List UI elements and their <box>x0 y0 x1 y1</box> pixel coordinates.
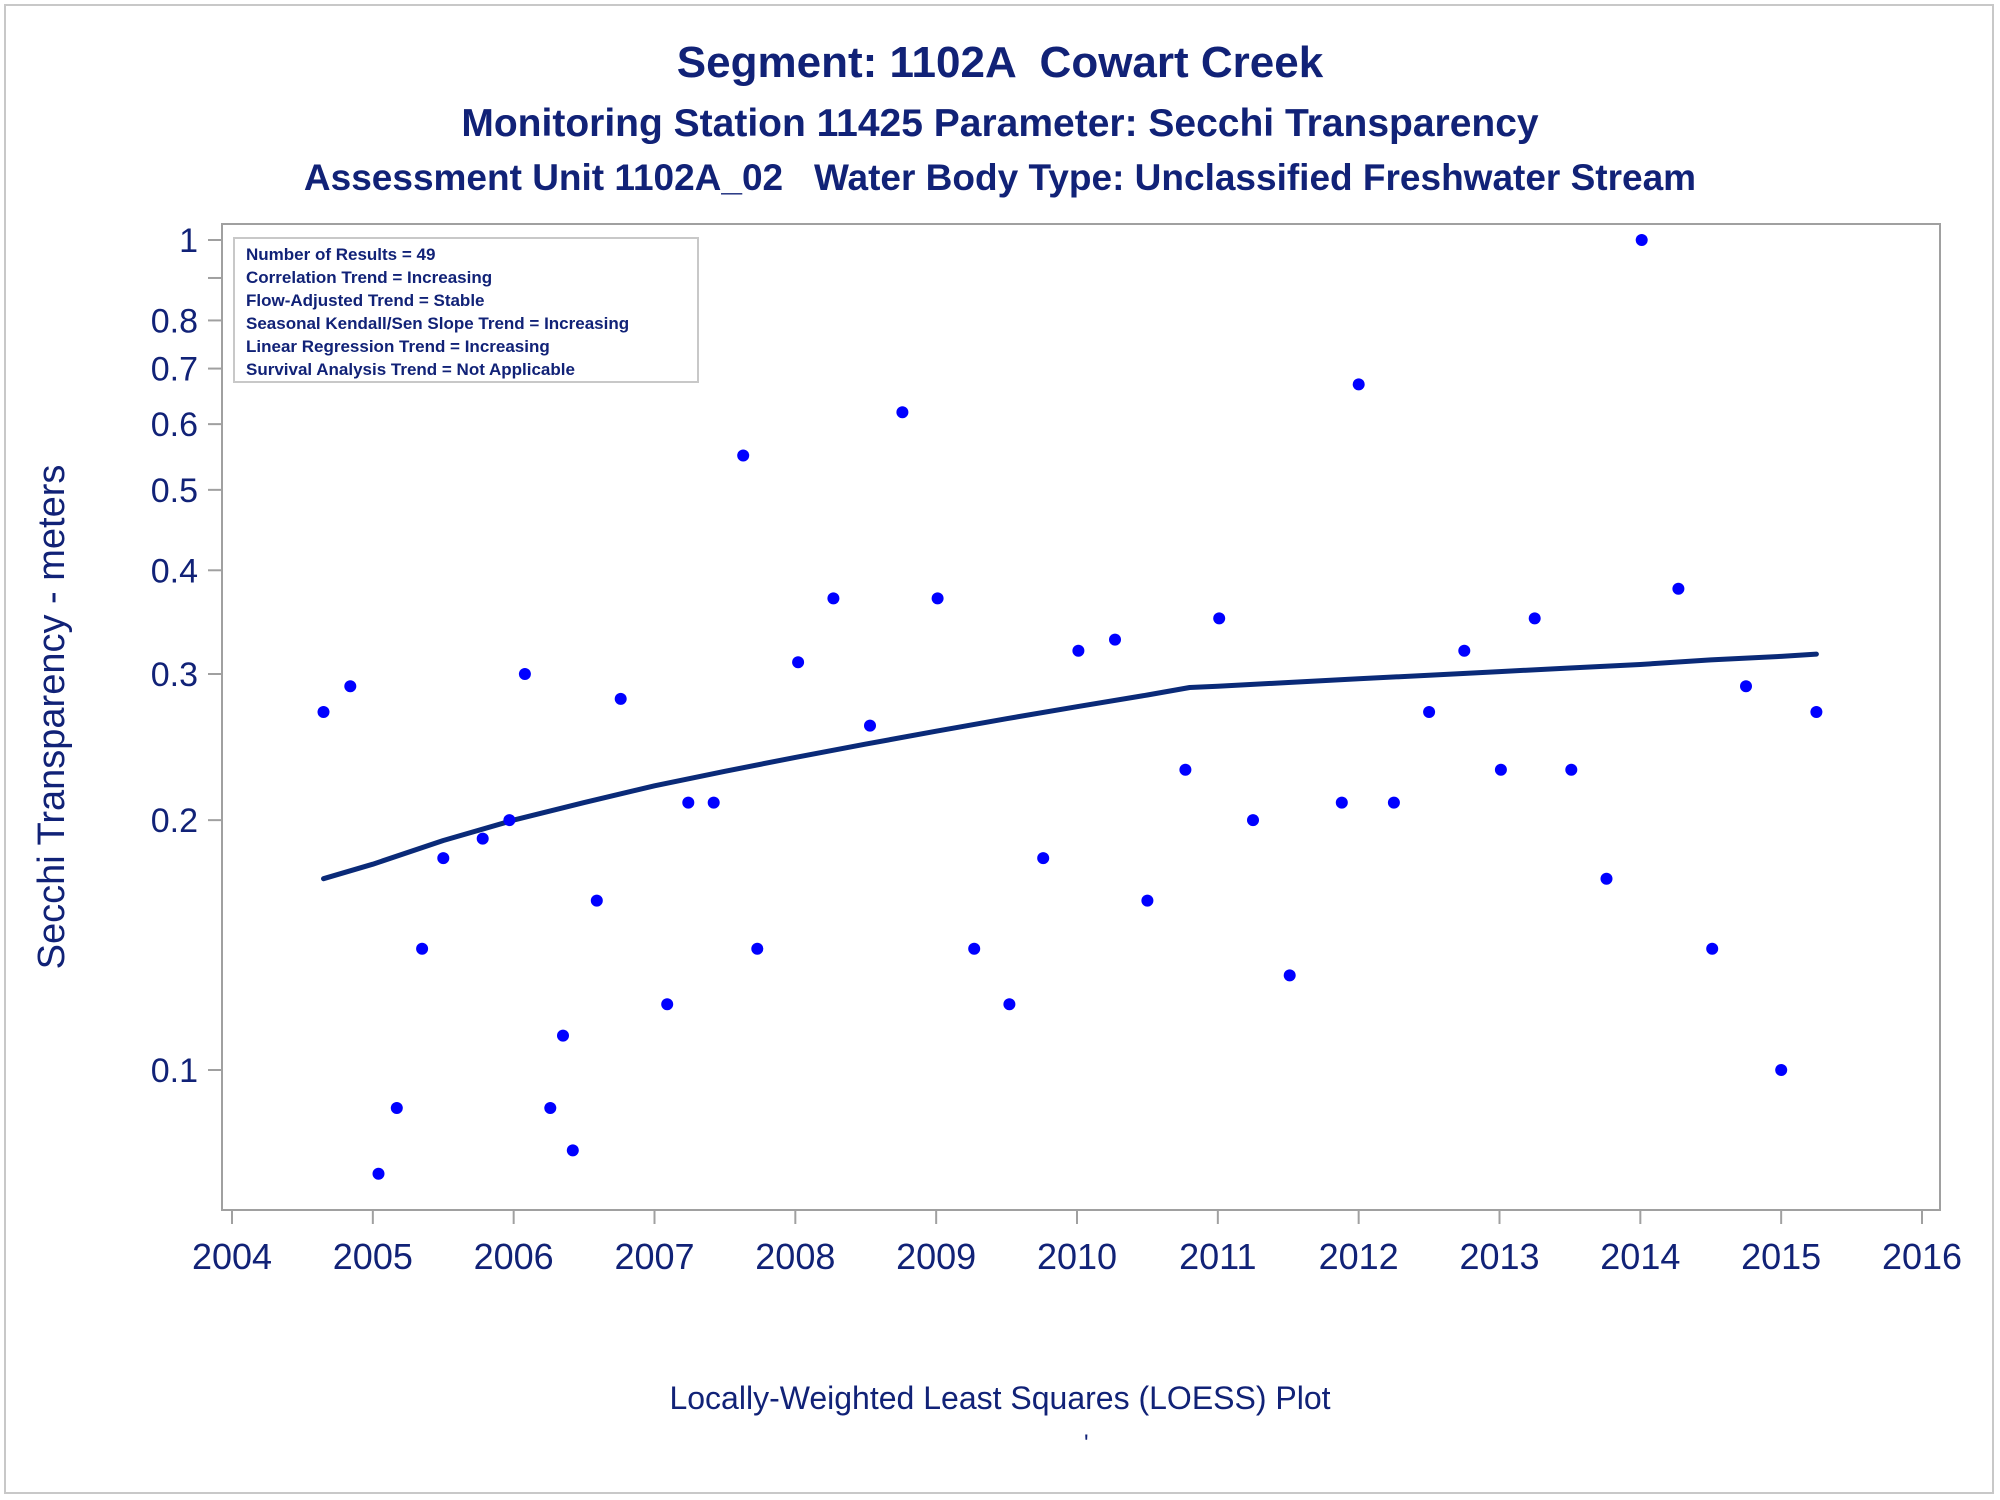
x-tick-label: 2011 <box>1179 1236 1256 1277</box>
data-point <box>1037 852 1050 865</box>
data-point <box>1141 894 1154 907</box>
data-point <box>896 406 909 419</box>
data-point <box>1810 706 1823 718</box>
stats-linear-regression-trend: Linear Regression Trend = Increasing <box>246 337 550 356</box>
data-point <box>1672 582 1685 595</box>
data-point <box>544 1102 557 1114</box>
data-point <box>344 680 357 693</box>
data-point <box>968 942 981 955</box>
data-points <box>317 234 1823 1180</box>
x-axis: 2004 2005 2006 2007 2008 2009 2010 2011 2012 2013… <box>192 1210 1962 1277</box>
stats-flow-adjusted-trend: Flow-Adjusted Trend = Stable <box>246 291 485 310</box>
data-point <box>864 719 876 732</box>
data-point <box>503 814 516 827</box>
data-point <box>661 998 674 1011</box>
x-tick-label: 2013 <box>1459 1236 1539 1277</box>
data-point <box>590 894 603 907</box>
data-point <box>1740 680 1752 693</box>
plot-frame <box>221 223 1941 1211</box>
loess-line <box>321 651 1819 882</box>
data-point <box>1458 644 1471 657</box>
data-point <box>1528 612 1541 625</box>
y-axis-label: Secchi Transparency - meters <box>31 465 73 970</box>
data-point <box>1387 796 1400 809</box>
data-point <box>416 942 429 955</box>
data-point <box>1072 644 1085 657</box>
data-point <box>1565 763 1578 776</box>
data-point <box>390 1102 403 1114</box>
data-point <box>1494 763 1507 776</box>
x-tick-label: 2009 <box>896 1236 976 1277</box>
data-point <box>557 1029 569 1042</box>
data-point <box>707 796 720 809</box>
x-tick-label: 2015 <box>1741 1236 1821 1277</box>
data-point <box>1423 706 1436 718</box>
data-point <box>1179 763 1192 776</box>
plot-footnote: Locally-Weighted Least Squares (LOESS) P… <box>669 1380 1331 1416</box>
x-tick-label: 2016 <box>1882 1236 1962 1277</box>
data-point <box>317 706 330 718</box>
data-point <box>372 1167 385 1180</box>
data-point <box>1109 633 1121 646</box>
data-point <box>1600 872 1613 885</box>
data-point <box>1352 378 1365 391</box>
x-tick-label: 2014 <box>1600 1236 1680 1277</box>
y-tick-label: 0.8 <box>151 302 198 340</box>
data-point <box>1335 796 1348 809</box>
data-point <box>566 1144 579 1157</box>
data-point <box>518 668 531 680</box>
stats-number-of-results: Number of Results = 49 <box>246 245 435 264</box>
data-point <box>751 942 764 955</box>
data-point <box>1003 998 1016 1011</box>
data-point <box>1706 942 1719 955</box>
y-tick-label: 0.6 <box>151 406 198 444</box>
data-point <box>682 796 695 809</box>
stats-correlation-trend: Correlation Trend = Increasing <box>246 268 492 287</box>
x-tick-label: 2010 <box>1037 1236 1117 1277</box>
data-point <box>827 592 840 605</box>
x-tick-label: 2006 <box>474 1236 554 1277</box>
data-point <box>476 832 489 845</box>
y-tick-label: 1 <box>179 222 198 260</box>
y-tick-label: 0.1 <box>151 1052 198 1090</box>
data-point <box>1247 814 1259 827</box>
y-tick-label: 0.2 <box>151 802 198 840</box>
stats-box: Number of Results = 49 Correlation Trend… <box>233 237 699 383</box>
x-tick-label: 2005 <box>333 1236 413 1277</box>
chart-subtitle-assessment: Assessment Unit 1102A_02 Water Body Type… <box>303 157 1697 198</box>
chart-title: Segment: 1102A Cowart Creek <box>676 38 1324 87</box>
x-tick-label: 2007 <box>614 1236 694 1277</box>
chart-subtitle-station: Monitoring Station 11425 Parameter: Secc… <box>461 102 1539 145</box>
data-point <box>437 852 450 865</box>
data-point <box>1635 234 1648 246</box>
data-point <box>931 592 944 605</box>
y-tick-label: 0.7 <box>151 351 198 389</box>
x-tick-label: 2008 <box>755 1236 835 1277</box>
footnote-mark: ' <box>1084 1430 1089 1457</box>
data-point <box>1775 1064 1788 1076</box>
data-point <box>614 692 627 705</box>
y-tick-label: 0.3 <box>151 656 198 694</box>
data-point <box>737 449 750 462</box>
y-tick-label: 0.5 <box>151 472 198 510</box>
stats-box-frame <box>233 237 699 383</box>
x-tick-label: 2012 <box>1319 1236 1399 1277</box>
data-point <box>792 656 805 669</box>
y-tick-label: 0.4 <box>151 552 198 590</box>
data-point <box>1213 612 1226 625</box>
y-axis: 0.1 0.2 0.3 0.4 0.5 0.6 0.7 0.8 1 <box>151 222 222 1090</box>
data-point <box>1283 969 1296 982</box>
stats-seasonal-kendall-trend: Seasonal Kendall/Sen Slope Trend = Incre… <box>246 314 629 333</box>
stats-survival-analysis-trend: Survival Analysis Trend = Not Applicable <box>246 360 575 379</box>
x-tick-label: 2004 <box>192 1236 272 1277</box>
